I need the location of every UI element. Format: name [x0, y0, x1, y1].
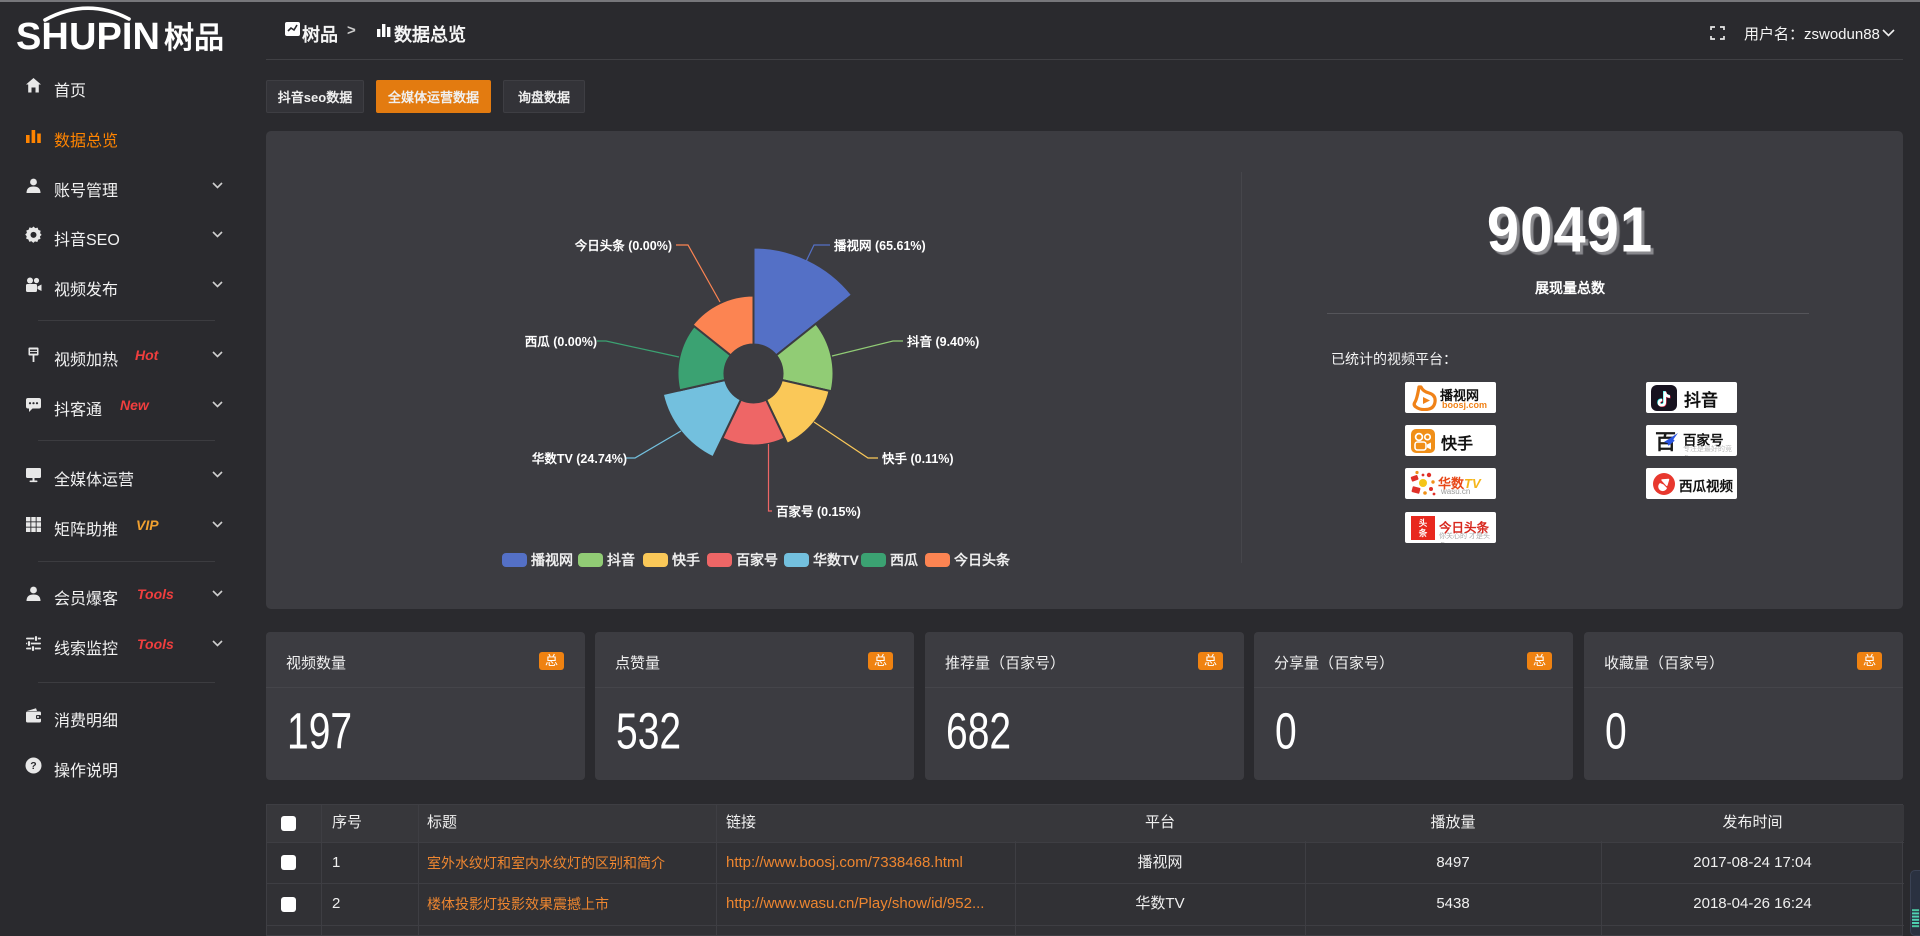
svg-text:今日头条: 今日头条	[953, 552, 1011, 568]
svg-text:华数TV (24.74%): 华数TV (24.74%)	[532, 451, 627, 466]
svg-text:百家号: 百家号	[736, 552, 778, 568]
svg-text:华数TV: 华数TV	[813, 552, 860, 568]
svg-text:百家号 (0.15%): 百家号 (0.15%)	[776, 504, 861, 519]
svg-text:?: ?	[30, 760, 36, 772]
svg-text:条: 条	[1419, 528, 1428, 538]
svg-text:抖音 (9.40%): 抖音 (9.40%)	[907, 334, 979, 349]
svg-text:SHUPIN: SHUPIN	[16, 16, 160, 52]
svg-text:抖音: 抖音	[607, 552, 635, 568]
svg-text:西瓜: 西瓜	[890, 552, 918, 568]
svg-text:头: 头	[1419, 518, 1428, 528]
svg-text:快手 (0.11%): 快手 (0.11%)	[882, 451, 954, 466]
svg-text:快手: 快手	[672, 552, 700, 568]
svg-text:今日头条 (0.00%): 今日头条 (0.00%)	[574, 238, 672, 253]
svg-text:播视网: 播视网	[531, 552, 573, 568]
svg-text:播视网 (65.61%): 播视网 (65.61%)	[834, 238, 926, 253]
svg-text:西瓜 (0.00%): 西瓜 (0.00%)	[525, 335, 597, 349]
svg-text:树品: 树品	[164, 22, 224, 52]
